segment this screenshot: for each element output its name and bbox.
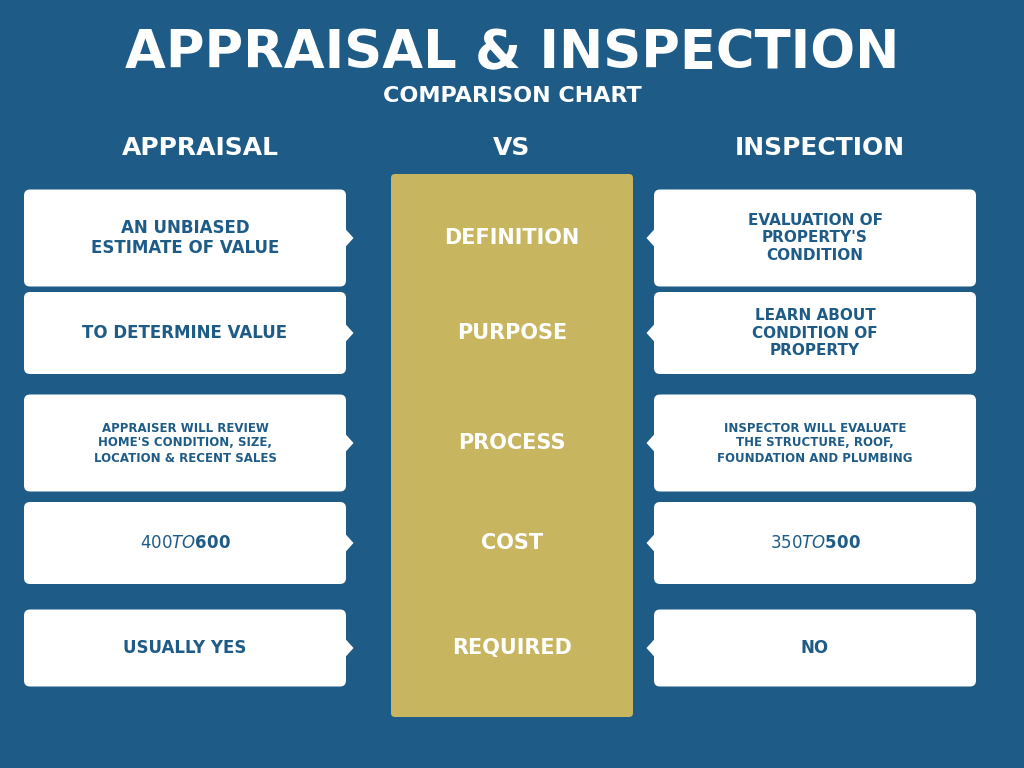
Text: COST: COST: [481, 533, 543, 553]
Polygon shape: [340, 528, 353, 558]
Text: LEARN ABOUT
CONDITION OF
PROPERTY: LEARN ABOUT CONDITION OF PROPERTY: [753, 308, 878, 358]
FancyBboxPatch shape: [24, 610, 346, 687]
Polygon shape: [340, 223, 353, 253]
Polygon shape: [646, 528, 660, 558]
Text: $350 TO $500: $350 TO $500: [770, 534, 860, 552]
Text: COMPARISON CHART: COMPARISON CHART: [383, 86, 641, 106]
Polygon shape: [646, 223, 660, 253]
FancyBboxPatch shape: [24, 395, 346, 492]
Text: AN UNBIASED
ESTIMATE OF VALUE: AN UNBIASED ESTIMATE OF VALUE: [91, 219, 280, 257]
Polygon shape: [646, 318, 660, 348]
Text: APPRAISER WILL REVIEW
HOME'S CONDITION, SIZE,
LOCATION & RECENT SALES: APPRAISER WILL REVIEW HOME'S CONDITION, …: [93, 422, 276, 465]
Polygon shape: [340, 318, 353, 348]
Text: VS: VS: [494, 136, 530, 160]
FancyBboxPatch shape: [24, 502, 346, 584]
Text: APPRAISAL & INSPECTION: APPRAISAL & INSPECTION: [125, 27, 899, 79]
Text: REQUIRED: REQUIRED: [452, 638, 572, 658]
Text: DEFINITION: DEFINITION: [444, 228, 580, 248]
Text: APPRAISAL: APPRAISAL: [122, 136, 279, 160]
Text: PURPOSE: PURPOSE: [457, 323, 567, 343]
FancyBboxPatch shape: [654, 190, 976, 286]
FancyBboxPatch shape: [24, 190, 346, 286]
Text: INSPECTION: INSPECTION: [735, 136, 905, 160]
FancyBboxPatch shape: [654, 610, 976, 687]
Text: PROCESS: PROCESS: [459, 433, 565, 453]
Polygon shape: [646, 428, 660, 458]
Text: $400 TO $600: $400 TO $600: [139, 534, 230, 552]
FancyBboxPatch shape: [391, 174, 633, 717]
FancyBboxPatch shape: [24, 292, 346, 374]
FancyBboxPatch shape: [654, 502, 976, 584]
Text: USUALLY YES: USUALLY YES: [123, 639, 247, 657]
Polygon shape: [646, 633, 660, 663]
Polygon shape: [340, 428, 353, 458]
FancyBboxPatch shape: [654, 395, 976, 492]
Text: INSPECTOR WILL EVALUATE
THE STRUCTURE, ROOF,
FOUNDATION AND PLUMBING: INSPECTOR WILL EVALUATE THE STRUCTURE, R…: [717, 422, 912, 465]
FancyBboxPatch shape: [654, 292, 976, 374]
Text: NO: NO: [801, 639, 829, 657]
Polygon shape: [340, 633, 353, 663]
Text: TO DETERMINE VALUE: TO DETERMINE VALUE: [83, 324, 288, 342]
Text: EVALUATION OF
PROPERTY'S
CONDITION: EVALUATION OF PROPERTY'S CONDITION: [748, 213, 883, 263]
